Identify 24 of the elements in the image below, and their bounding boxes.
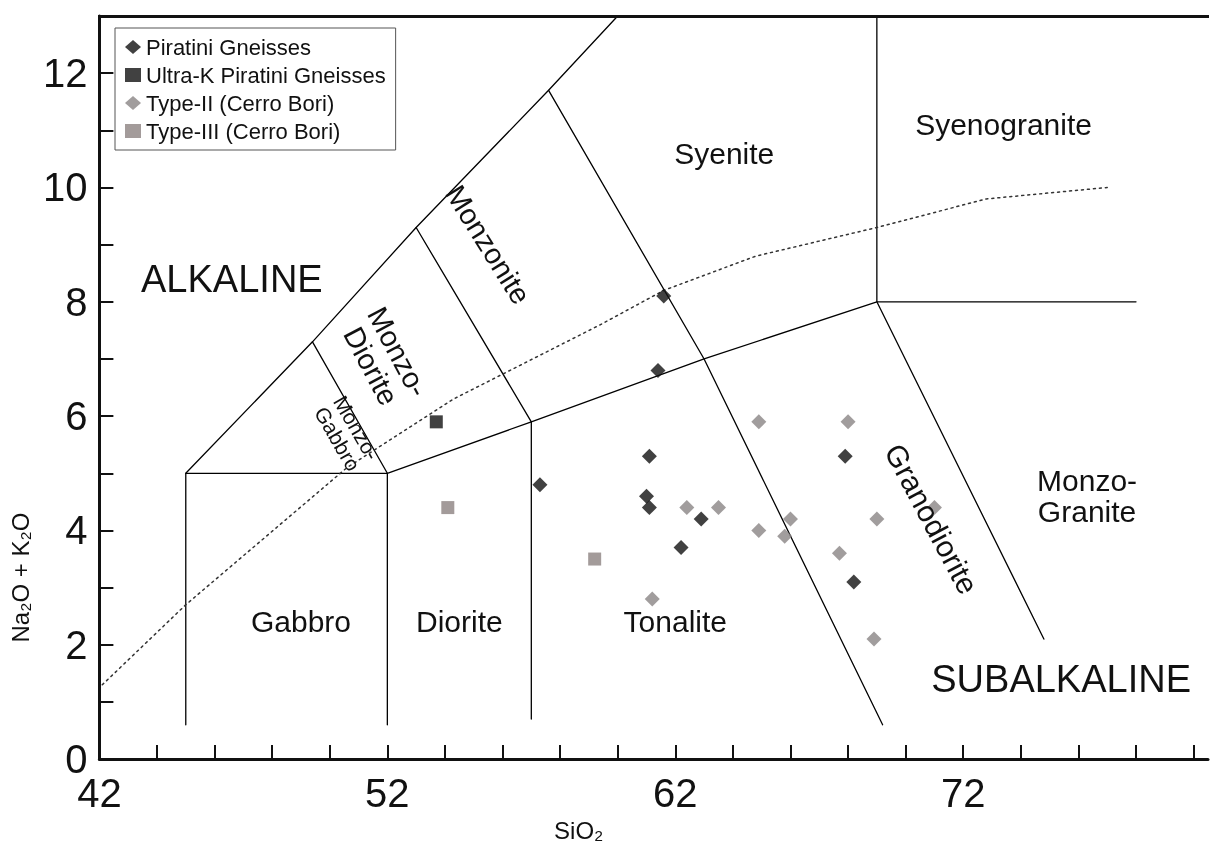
annotation: Syenite (674, 136, 775, 170)
x-tick-label: 62 (653, 771, 698, 816)
legend-label: Ultra-K Piratini Gneisses (146, 62, 386, 88)
annotation: Monzo-Granite (1037, 463, 1138, 529)
annotation: Syenogranite (915, 108, 1092, 142)
y-axis-title: Na₂O + K₂O (6, 512, 34, 643)
legend-label: Piratini Gneisses (146, 34, 312, 60)
y-tick-label: 2 (65, 622, 88, 667)
annotation: Diorite (415, 605, 503, 639)
y-tick-label: 12 (42, 51, 88, 96)
y-tick-label: 10 (42, 165, 88, 210)
y-tick-label: 4 (65, 508, 88, 553)
legend-label: Type-III (Cerro Bori) (146, 118, 341, 144)
annotation: ALKALINE (141, 257, 323, 300)
x-tick-label: 52 (365, 771, 410, 816)
x-tick-label: 72 (940, 771, 986, 816)
y-tick-label: 8 (65, 279, 88, 324)
x-axis-title: SiO₂ (554, 816, 604, 844)
annotation: Tonalite (623, 605, 727, 639)
y-tick-label: 0 (65, 737, 88, 782)
annotation: Gabbro (250, 605, 351, 639)
legend-label: Type-II (Cerro Bori) (146, 90, 335, 116)
annotation: SUBALKALINE (931, 658, 1192, 701)
y-tick-label: 6 (65, 394, 88, 439)
